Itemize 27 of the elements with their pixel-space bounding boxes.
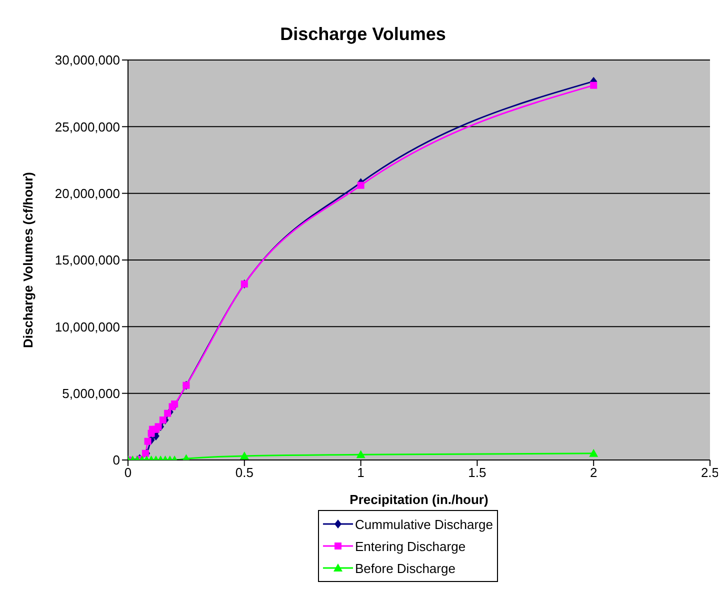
y-tick-label: 10,000,000 — [54, 319, 120, 334]
point — [357, 182, 364, 189]
y-axis-title: Discharge Volumes (cf/hour) — [20, 172, 36, 348]
legend-label: Entering Discharge — [355, 538, 466, 554]
y-tick-label: 30,000,000 — [54, 52, 120, 68]
y-tick-label: 5,000,000 — [62, 386, 120, 401]
x-tick-label: 0.5 — [235, 465, 254, 480]
x-tick-label: 2 — [590, 465, 598, 480]
point — [589, 448, 598, 457]
legend-label: Before Discharge — [355, 560, 456, 576]
point — [154, 423, 162, 430]
y-tick-label: 15,000,000 — [54, 252, 120, 268]
point — [159, 416, 166, 424]
y-tick-label: 20,000,000 — [54, 186, 120, 201]
legend-label: Cummulative Discharge — [355, 516, 493, 532]
point — [590, 82, 598, 89]
x-tick-label: 0 — [124, 465, 132, 480]
point — [171, 400, 178, 408]
x-tick-label: 1.5 — [468, 465, 486, 480]
y-tick-label: 25,000,000 — [54, 119, 120, 134]
x-tick-label: 1 — [357, 465, 364, 480]
y-tick-label: 0 — [112, 452, 120, 468]
point — [356, 450, 366, 458]
x-axis-title: Precipitation (in./hour) — [350, 492, 488, 507]
point — [240, 452, 249, 460]
chart-title: Discharge Volumes — [279, 23, 447, 46]
point — [144, 438, 152, 445]
